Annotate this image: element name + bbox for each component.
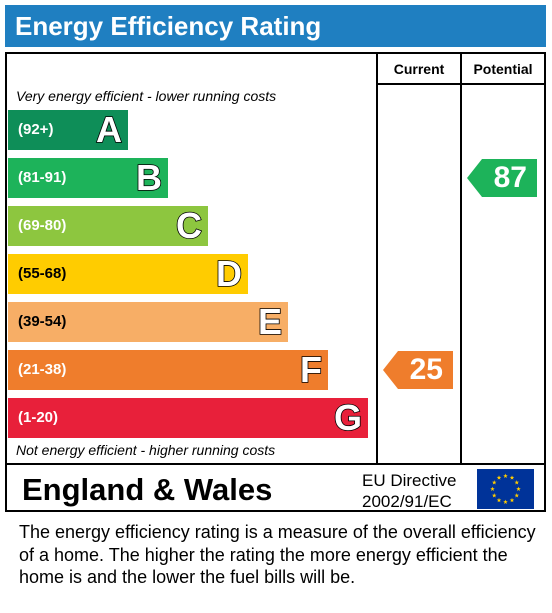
current-column-header: Current	[393, 61, 445, 77]
current-score-shape	[383, 351, 453, 389]
footer-divider	[7, 463, 544, 465]
band-range-label: (69-80)	[18, 217, 67, 234]
potential-score-arrow: 87	[467, 159, 537, 197]
rating-band-c: (69-80) C	[8, 204, 208, 247]
current-score-arrow: 25	[383, 351, 453, 389]
band-letter: E	[257, 300, 283, 343]
bottom-caption: Not energy efficient - higher running co…	[16, 442, 276, 458]
band-range-label: (55-68)	[18, 265, 67, 282]
band-range-label: (81-91)	[18, 169, 67, 186]
directive-line-2: 2002/91/EC	[362, 492, 452, 511]
band-letter: A	[95, 108, 123, 151]
rating-band-e: (39-54) E	[8, 300, 288, 343]
top-caption: Very energy efficient - lower running co…	[16, 88, 277, 104]
potential-score-value: 87	[493, 161, 527, 194]
rating-band-b: (81-91) B	[8, 156, 168, 199]
band-letter: B	[135, 156, 163, 199]
header-divider	[376, 83, 544, 85]
rating-band-d: (55-68) D	[8, 252, 248, 295]
rating-band-a: (92+) A	[8, 108, 128, 151]
band-letter: D	[215, 252, 243, 295]
potential-column-header: Potential	[473, 61, 533, 77]
directive-line-1: EU Directive	[362, 471, 457, 490]
band-range-label: (39-54)	[18, 313, 67, 330]
eu-directive: EU Directive 2002/91/EC	[362, 470, 456, 512]
rating-band-f: (21-38) F	[8, 348, 328, 391]
band-letter: C	[175, 204, 203, 247]
band-range-label: (1-20)	[18, 409, 59, 426]
band-range-label: (21-38)	[18, 361, 67, 378]
region-name: England & Wales	[22, 472, 273, 507]
rating-description: The energy efficiency rating is a measur…	[19, 522, 536, 587]
chart-title: Energy Efficiency Rating	[5, 5, 546, 47]
potential-score-shape	[467, 159, 537, 197]
eu-flag-icon	[477, 469, 534, 509]
rating-table: Current Potential Very energy efficient …	[5, 52, 546, 512]
current-score-value: 25	[409, 353, 443, 386]
band-letter: G	[333, 396, 363, 439]
band-range-label: (92+)	[18, 121, 54, 138]
current-column-divider	[376, 54, 378, 465]
rating-band-g: (1-20) G	[8, 396, 368, 439]
band-letter: F	[299, 348, 323, 391]
potential-column-divider	[460, 54, 462, 465]
